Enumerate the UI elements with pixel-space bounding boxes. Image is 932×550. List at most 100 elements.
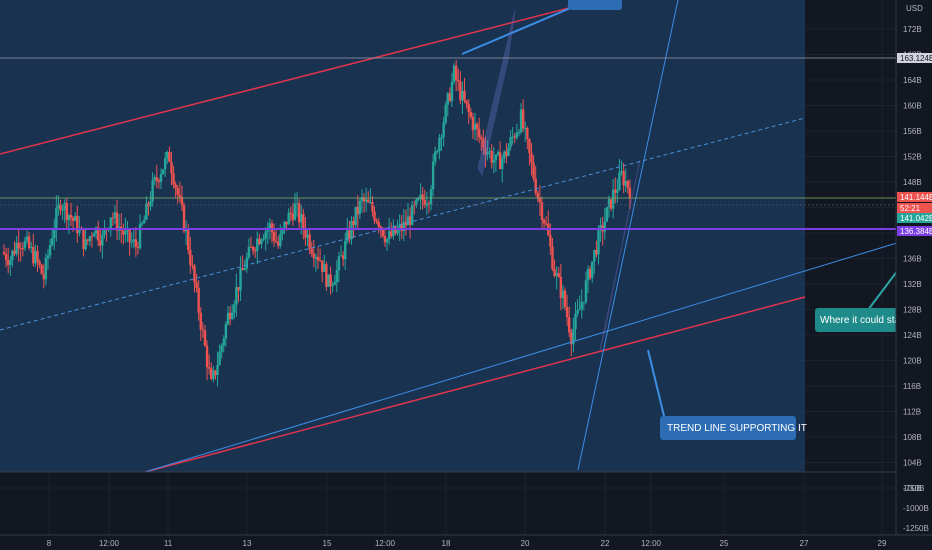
- candle-body: [57, 204, 60, 209]
- candle-body: [222, 338, 225, 346]
- candle-body: [287, 212, 290, 225]
- candle-body: [511, 136, 514, 138]
- candle-body: [65, 202, 68, 221]
- candle-body: [67, 215, 71, 221]
- candle-body: [593, 249, 596, 262]
- candle-body: [199, 312, 202, 330]
- candle-body: [505, 151, 508, 156]
- candle-body: [134, 239, 138, 247]
- candle-body: [507, 147, 510, 156]
- candle-body: [308, 234, 311, 249]
- candle-body: [469, 111, 473, 117]
- candle-body: [310, 248, 313, 254]
- candle-body: [438, 137, 441, 151]
- volume-tick-label: -1000B: [903, 504, 929, 513]
- volume-tick-label: -750B: [903, 484, 924, 493]
- candle-body: [109, 217, 112, 229]
- candle-body: [111, 217, 115, 219]
- price-tick-label: 100B: [903, 484, 922, 493]
- candle-body: [21, 248, 25, 250]
- candle-body: [335, 270, 339, 283]
- callout-start-box: [815, 308, 898, 332]
- candle-body: [285, 221, 288, 225]
- candle-body: [465, 100, 468, 104]
- candle-body: [212, 370, 215, 380]
- candle-body: [115, 212, 119, 231]
- pointer-line-top: [461, 3, 581, 55]
- callout-trend-line: TREND LINE SUPPORTING IT: [660, 416, 807, 440]
- candle-body: [425, 203, 429, 206]
- time-tick-label: 12:00: [375, 539, 396, 548]
- candle-body: [542, 220, 546, 224]
- candle-body: [344, 240, 347, 260]
- candle-body: [609, 199, 613, 209]
- candle-body: [9, 260, 12, 265]
- candle-body: [503, 151, 506, 159]
- candle-body: [168, 152, 171, 162]
- candle-body: [572, 329, 575, 345]
- candle-body: [297, 203, 301, 223]
- candle-body: [55, 208, 58, 230]
- candle-body: [132, 239, 135, 242]
- candle-body: [524, 128, 527, 130]
- candle-body: [494, 154, 498, 161]
- candle-body: [143, 219, 146, 224]
- candle-body: [490, 150, 493, 163]
- price-tick-label: 172B: [903, 25, 922, 34]
- candle-body: [348, 230, 351, 240]
- candle-body: [622, 170, 625, 186]
- candle-body: [266, 228, 269, 232]
- channel-lower-line: [144, 296, 806, 473]
- candle-body: [584, 280, 588, 302]
- candle-body: [228, 312, 232, 320]
- candle-body: [394, 226, 397, 234]
- price-tick-label: 160B: [903, 102, 922, 111]
- candle-body: [477, 128, 481, 138]
- candle-body: [339, 255, 343, 257]
- candle-body: [214, 370, 217, 375]
- candle-body: [614, 189, 617, 193]
- candle-body: [73, 215, 77, 221]
- candle-body: [245, 257, 249, 269]
- price-tick-label: 120B: [903, 357, 922, 366]
- candle-body: [323, 264, 326, 272]
- candle-body: [122, 230, 125, 235]
- candle-body: [226, 312, 230, 325]
- candle-body: [471, 116, 475, 130]
- price-tick-label: 112B: [903, 408, 921, 417]
- candle-body: [216, 365, 219, 375]
- candle-body: [528, 138, 531, 154]
- price-tag-bg: [897, 53, 932, 63]
- candle-body: [268, 223, 272, 229]
- candle-body: [46, 255, 50, 258]
- candle-body: [396, 228, 399, 234]
- candle-body: [174, 184, 177, 189]
- candle-body: [373, 211, 376, 221]
- candle-body: [241, 268, 244, 270]
- candle-body: [151, 180, 154, 202]
- price-tag-bg: [897, 226, 932, 236]
- candle-body: [76, 215, 79, 234]
- candle-body: [427, 203, 431, 205]
- candle-body: [580, 302, 583, 310]
- price-tag-bg: [897, 213, 932, 223]
- candle-body: [92, 233, 96, 237]
- candle-body: [459, 81, 462, 101]
- candle-body: [597, 230, 600, 255]
- candle-body: [628, 187, 632, 198]
- candle-body: [145, 203, 148, 220]
- candle-body: [140, 223, 144, 225]
- candle-body: [603, 221, 606, 232]
- candle-body: [431, 161, 435, 190]
- candle-body: [354, 206, 357, 226]
- candle-body: [166, 152, 169, 159]
- candle-body: [544, 223, 548, 225]
- candle-body: [515, 132, 519, 138]
- candle-body: [30, 246, 33, 249]
- candle-body: [182, 205, 186, 232]
- candle-body: [295, 203, 299, 205]
- candle-body: [549, 235, 552, 247]
- candle-body: [578, 309, 581, 311]
- pointer-line-callout: [647, 349, 666, 421]
